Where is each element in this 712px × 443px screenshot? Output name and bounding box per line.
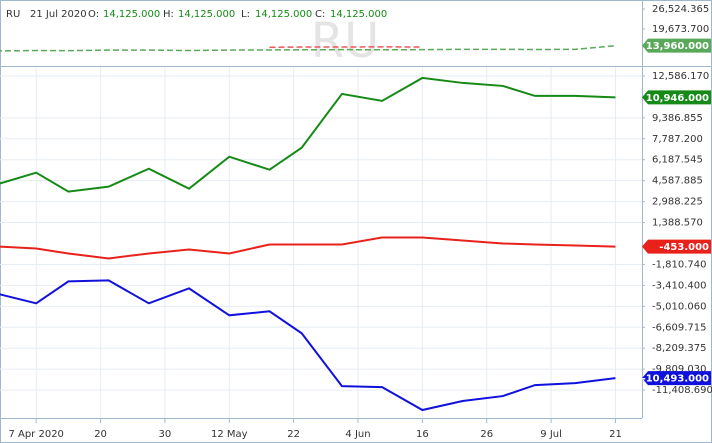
last-value-badge bbox=[642, 90, 711, 105]
field-value: 14,125.000 bbox=[178, 9, 235, 20]
y-tick-label: -11,408.690 bbox=[652, 385, 712, 396]
date: 21 Jul 2020 bbox=[30, 9, 87, 20]
field-label: L: bbox=[241, 9, 250, 20]
x-tick-label: 21 bbox=[609, 429, 622, 440]
x-tick-label: 12 May bbox=[211, 429, 248, 440]
series-line bbox=[0, 279, 616, 412]
x-tick-label: 26 bbox=[480, 429, 493, 440]
field-label: O: bbox=[88, 9, 99, 20]
last-value-label: -453.000 bbox=[659, 242, 709, 253]
y-tick-label: 9,386.855 bbox=[652, 113, 703, 124]
y-tick-label: 26,524.365 bbox=[652, 4, 709, 15]
watermark: RU bbox=[311, 13, 379, 69]
y-tick-label: 12,586.170 bbox=[652, 71, 709, 82]
last-value-badge bbox=[642, 371, 711, 386]
y-tick-label: 7,787.200 bbox=[652, 134, 703, 145]
y-tick-label: 6,187.545 bbox=[652, 155, 703, 166]
y-tick-label: -9,809.030 bbox=[652, 364, 707, 375]
y-tick-label: -6,609.715 bbox=[652, 322, 707, 333]
y-tick-label: -1,810.740 bbox=[652, 259, 707, 270]
y-tick-label: 19,673.700 bbox=[652, 24, 709, 35]
field-label: C: bbox=[315, 9, 325, 20]
x-tick-label: 7 Apr 2020 bbox=[8, 429, 63, 440]
last-value-badge bbox=[642, 239, 711, 254]
last-value-label: -10,493.000 bbox=[642, 374, 709, 385]
field-value: 14,125.000 bbox=[103, 9, 160, 20]
header: RU 21 Jul 2020 O: 14,125.000 H: 14,125.0… bbox=[6, 9, 387, 20]
last-value-label: 10,946.000 bbox=[646, 93, 709, 104]
plot-area bbox=[0, 67, 642, 418]
last-value-label: 13,960.000 bbox=[646, 41, 709, 52]
x-tick-label: 9 Jul bbox=[540, 429, 562, 440]
symbol: RU bbox=[6, 9, 20, 20]
series-line bbox=[0, 76, 616, 193]
y-tick-label: 2,988.225 bbox=[652, 197, 703, 208]
x-tick-label: 30 bbox=[159, 429, 172, 440]
y-tick-label: -5,010.060 bbox=[652, 301, 707, 312]
pane: 26,524.365 19,673.700 13,960.000 bbox=[0, 4, 711, 53]
field-value: 14,125.000 bbox=[255, 9, 312, 20]
x-tick-label: 16 bbox=[416, 429, 429, 440]
x-tick-label: 22 bbox=[287, 429, 300, 440]
field-value: 14,125.000 bbox=[330, 9, 387, 20]
series-line bbox=[0, 44, 616, 52]
y-tick-label: -3,410.400 bbox=[652, 280, 707, 291]
series-line bbox=[0, 236, 616, 260]
plot-area bbox=[0, 44, 616, 52]
y-tick-label: 1,388.570 bbox=[652, 218, 703, 229]
x-tick-label: 20 bbox=[94, 429, 107, 440]
last-value-badge bbox=[642, 38, 711, 53]
x-tick-label: 4 Jun bbox=[345, 429, 370, 440]
field-label: H: bbox=[163, 9, 174, 20]
y-tick-label: 4,587.885 bbox=[652, 176, 703, 187]
y-tick-label: -8,209.375 bbox=[652, 343, 707, 354]
